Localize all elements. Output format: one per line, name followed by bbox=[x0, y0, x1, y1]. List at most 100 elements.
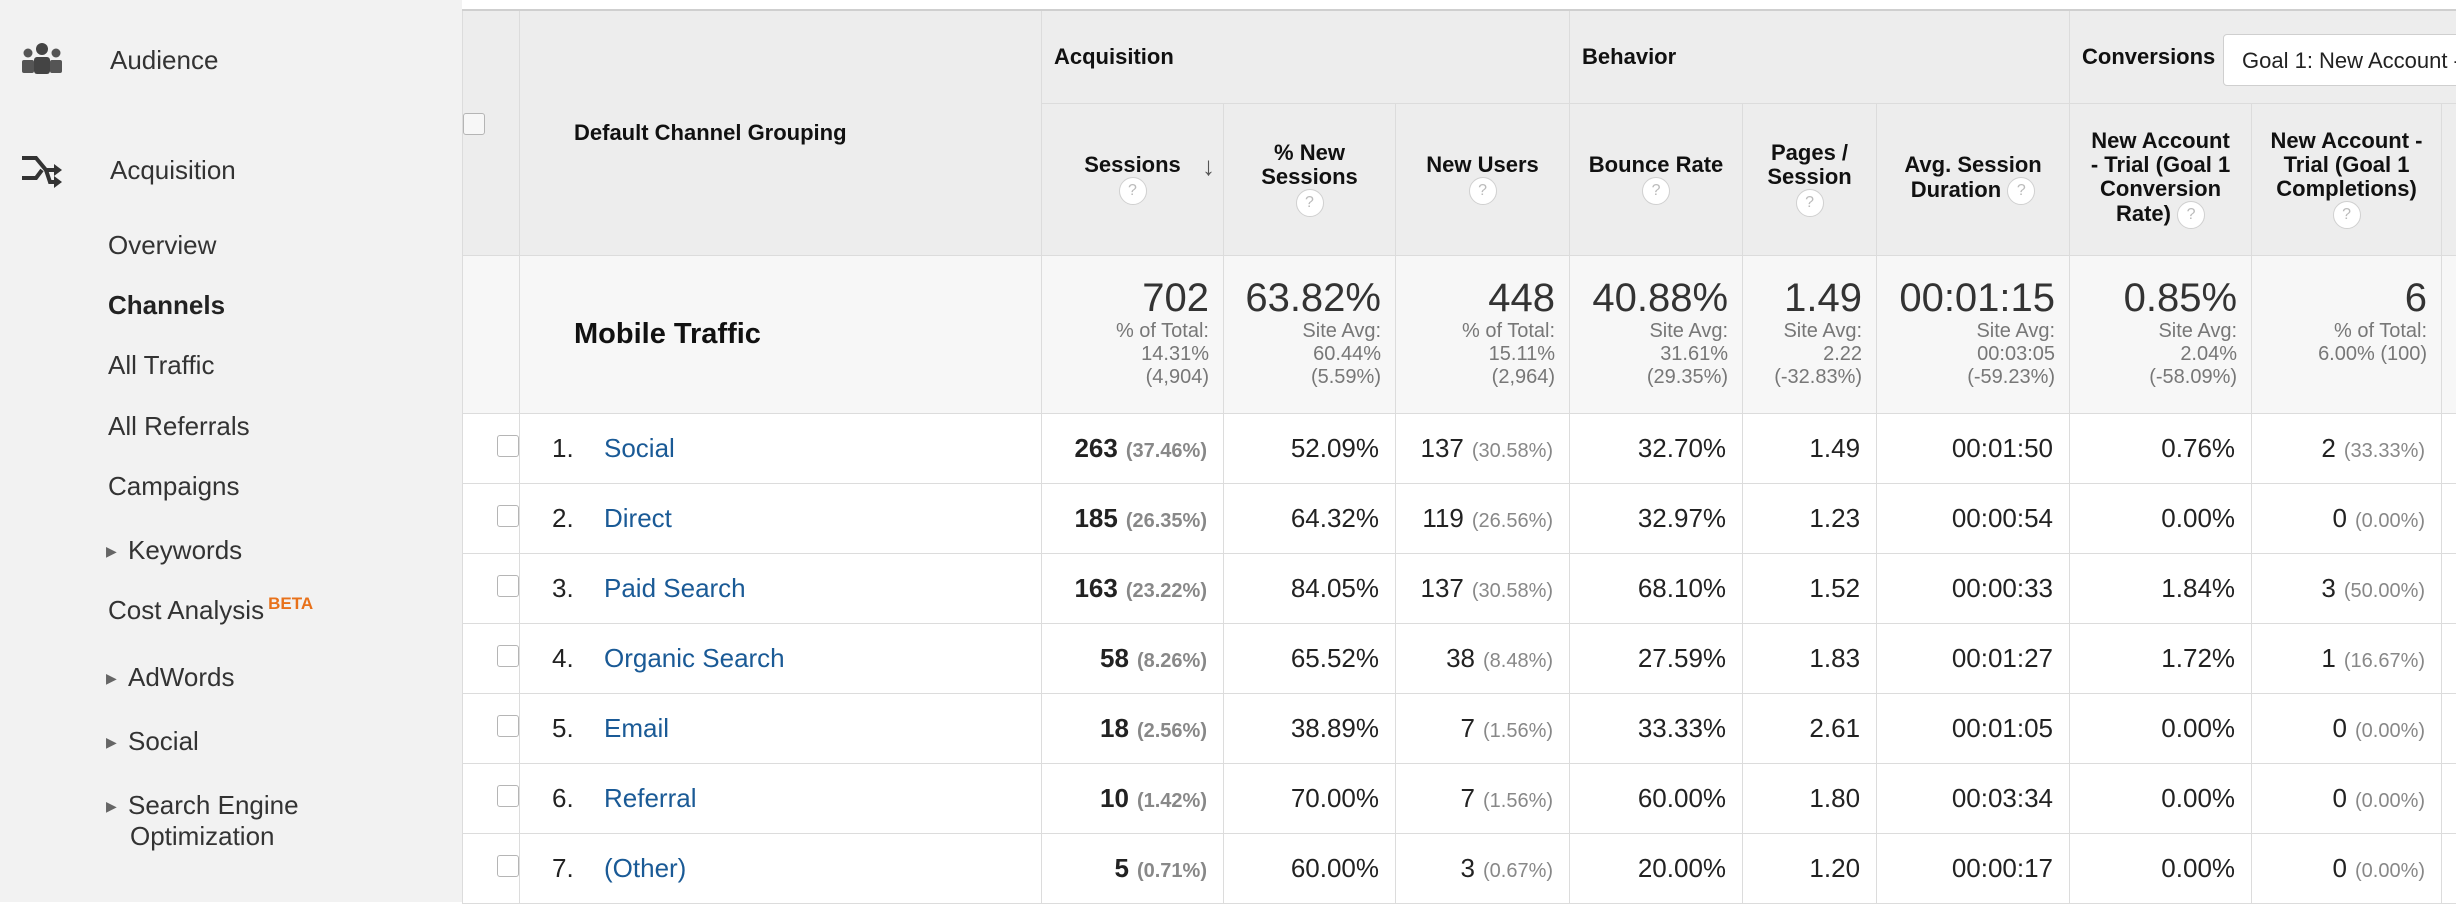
col-bounce-rate[interactable]: Bounce Rate ? bbox=[1570, 103, 1743, 255]
help-icon[interactable]: ? bbox=[2007, 177, 2035, 205]
sidebar-item-adwords[interactable]: ▶AdWords bbox=[130, 662, 234, 693]
channel-link[interactable]: Direct bbox=[604, 503, 672, 533]
row-overflow bbox=[2442, 413, 2456, 483]
sessions-value: 263 bbox=[1074, 433, 1117, 463]
sidebar-item-social[interactable]: ▶Social bbox=[130, 726, 199, 757]
row-checkbox[interactable] bbox=[497, 715, 519, 737]
row-index: 1. bbox=[552, 433, 604, 464]
row-checkbox-cell bbox=[463, 623, 520, 693]
help-icon[interactable]: ? bbox=[1469, 177, 1497, 205]
col-completions[interactable]: New Account - Trial (Goal 1 Completions)… bbox=[2252, 103, 2442, 255]
row-completions: 3(50.00%) bbox=[2252, 553, 2442, 623]
row-bounce-rate: 32.70% bbox=[1570, 413, 1743, 483]
help-icon[interactable]: ? bbox=[1642, 177, 1670, 205]
sessions-value: 58 bbox=[1100, 643, 1129, 673]
select-all-checkbox[interactable] bbox=[463, 113, 485, 135]
col-avg-session-duration[interactable]: Avg. Session Duration ? bbox=[1877, 103, 2070, 255]
goal-select-dropdown[interactable]: Goal 1: New Account - bbox=[2223, 34, 2456, 86]
row-checkbox-cell bbox=[463, 413, 520, 483]
sidebar-item-campaigns[interactable]: Campaigns bbox=[108, 471, 240, 502]
audience-icon bbox=[20, 40, 64, 80]
new-users-value: 3 bbox=[1461, 853, 1475, 883]
sort-descending-icon[interactable]: ↓ bbox=[1202, 154, 1215, 178]
row-checkbox[interactable] bbox=[497, 575, 519, 597]
summary-value: 40.88% bbox=[1570, 276, 1728, 320]
table-row: 2.Direct 185(26.35%) 64.32% 119(26.56%) … bbox=[463, 483, 2456, 553]
col-new-users[interactable]: New Users ? bbox=[1396, 103, 1570, 255]
row-pages: 1.23 bbox=[1743, 483, 1877, 553]
dimension-header[interactable]: Default Channel Grouping bbox=[520, 10, 1042, 255]
channel-link[interactable]: Organic Search bbox=[604, 643, 785, 673]
summary-value: 0.85% bbox=[2070, 276, 2237, 320]
channel-link[interactable]: (Other) bbox=[604, 853, 686, 883]
channel-link[interactable]: Social bbox=[604, 433, 675, 463]
new-users-value: 137 bbox=[1420, 573, 1463, 603]
row-conv-rate: 0.00% bbox=[2070, 833, 2252, 903]
row-new-users: 38(8.48%) bbox=[1396, 623, 1570, 693]
help-icon[interactable]: ? bbox=[1119, 177, 1147, 205]
row-new-users: 7(1.56%) bbox=[1396, 693, 1570, 763]
sidebar-item-keywords[interactable]: ▶Keywords bbox=[130, 535, 242, 566]
summary-note: (-58.09%) bbox=[2070, 366, 2237, 389]
channel-link[interactable]: Email bbox=[604, 713, 669, 743]
row-overflow bbox=[2442, 623, 2456, 693]
sidebar-item-channels[interactable]: Channels bbox=[108, 290, 225, 321]
col-bounce-rate-label: Bounce Rate bbox=[1589, 152, 1723, 177]
col-sessions-label: Sessions bbox=[1084, 152, 1181, 177]
col-conv-rate-label-1: New Account bbox=[2091, 128, 2230, 153]
row-sessions: 10(1.42%) bbox=[1042, 763, 1224, 833]
summary-label: Mobile Traffic bbox=[520, 255, 1042, 413]
completions-value: 1 bbox=[2321, 643, 2335, 673]
table-row: 6.Referral 10(1.42%) 70.00% 7(1.56%) 60.… bbox=[463, 763, 2456, 833]
row-duration: 00:03:34 bbox=[1877, 763, 2070, 833]
new-users-value: 7 bbox=[1461, 713, 1475, 743]
help-icon[interactable]: ? bbox=[2177, 201, 2205, 229]
sidebar-item-acquisition[interactable]: Acquisition bbox=[20, 150, 236, 190]
col-pages-session[interactable]: Pages / Session ? bbox=[1743, 103, 1877, 255]
col-conversion-rate[interactable]: New Account - Trial (Goal 1 Conversion R… bbox=[2070, 103, 2252, 255]
row-checkbox-cell bbox=[463, 833, 520, 903]
sidebar-item-adwords-label: AdWords bbox=[128, 662, 234, 692]
row-checkbox[interactable] bbox=[497, 435, 519, 457]
sidebar-item-overview[interactable]: Overview bbox=[108, 230, 216, 261]
col-new-sessions-label-2: Sessions bbox=[1261, 164, 1358, 189]
col-new-sessions[interactable]: % New Sessions ? bbox=[1224, 103, 1396, 255]
col-sessions[interactable]: Sessions ? ↓ bbox=[1042, 103, 1224, 255]
new-users-value: 7 bbox=[1461, 783, 1475, 813]
channel-link[interactable]: Referral bbox=[604, 783, 696, 813]
row-conv-rate: 1.72% bbox=[2070, 623, 2252, 693]
summary-note: Site Avg: bbox=[2070, 320, 2237, 343]
row-checkbox[interactable] bbox=[497, 855, 519, 877]
col-completions-label-3: Completions) bbox=[2276, 176, 2417, 201]
sidebar-item-seo-label-1: Search Engine bbox=[128, 790, 299, 820]
row-sessions: 185(26.35%) bbox=[1042, 483, 1224, 553]
sidebar-item-all-traffic[interactable]: All Traffic bbox=[108, 350, 214, 381]
summary-note: Site Avg: bbox=[1570, 320, 1728, 343]
completions-value: 0 bbox=[2333, 503, 2347, 533]
sidebar-item-all-referrals[interactable]: All Referrals bbox=[108, 411, 250, 442]
table-row: 5.Email 18(2.56%) 38.89% 7(1.56%) 33.33%… bbox=[463, 693, 2456, 763]
sidebar-item-audience[interactable]: Audience bbox=[20, 40, 218, 80]
summary-value: 63.82% bbox=[1224, 276, 1381, 320]
row-checkbox[interactable] bbox=[497, 645, 519, 667]
channel-link[interactable]: Paid Search bbox=[604, 573, 746, 603]
help-icon[interactable]: ? bbox=[2333, 201, 2361, 229]
sidebar-item-seo[interactable]: ▶Search Engine Optimization bbox=[130, 790, 299, 851]
row-checkbox[interactable] bbox=[497, 505, 519, 527]
row-channel: 1.Social bbox=[520, 413, 1042, 483]
row-sessions: 58(8.26%) bbox=[1042, 623, 1224, 693]
summary-completions: 6 % of Total: 6.00% (100) bbox=[2252, 255, 2442, 413]
summary-note: (5.59%) bbox=[1224, 366, 1381, 389]
col-overflow bbox=[2442, 103, 2456, 255]
row-pages: 1.49 bbox=[1743, 413, 1877, 483]
row-conv-rate: 0.00% bbox=[2070, 763, 2252, 833]
help-icon[interactable]: ? bbox=[1796, 189, 1824, 217]
help-icon[interactable]: ? bbox=[1296, 189, 1324, 217]
row-new-sessions: 70.00% bbox=[1224, 763, 1396, 833]
sessions-value: 5 bbox=[1115, 853, 1129, 883]
row-new-users: 3(0.67%) bbox=[1396, 833, 1570, 903]
row-checkbox[interactable] bbox=[497, 785, 519, 807]
row-bounce-rate: 20.00% bbox=[1570, 833, 1743, 903]
completions-percent: (16.67%) bbox=[2344, 650, 2425, 672]
